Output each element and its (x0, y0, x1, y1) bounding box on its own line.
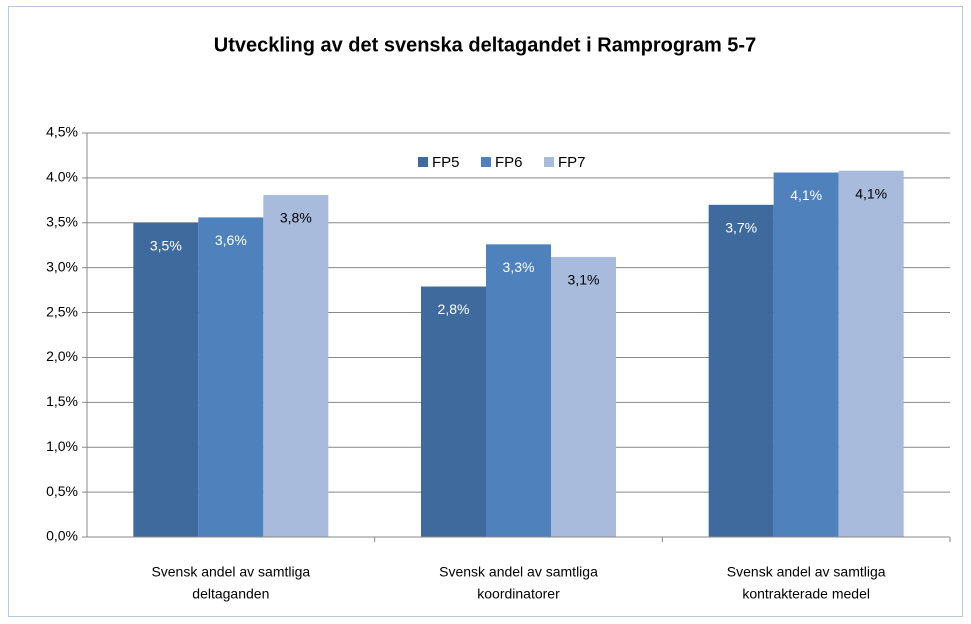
legend-label: FP6 (495, 154, 523, 171)
bar (773, 172, 839, 537)
y-tick-label: 1,0% (46, 438, 78, 454)
x-tick-label: Svensk andel av samtliga (151, 564, 310, 580)
y-tick-label: 2,0% (46, 348, 78, 364)
legend-label: FP7 (558, 154, 586, 171)
bar (486, 244, 551, 537)
y-tick-label: 0,0% (46, 528, 78, 544)
data-label: 3,5% (150, 237, 182, 253)
x-tick-label: kontrakterade medel (742, 586, 870, 602)
bar (708, 204, 774, 538)
y-tick-label: 1,5% (46, 393, 78, 409)
legend-label: FP5 (432, 154, 460, 171)
y-tick-label: 2,5% (46, 303, 78, 319)
y-tick-label: 4.0% (46, 169, 78, 185)
x-tick-label: koordinatorer (477, 586, 560, 602)
legend-swatch (418, 157, 428, 167)
y-tick-label: 4,5% (46, 124, 78, 140)
bar (198, 217, 264, 537)
y-tick-label: 3,0% (46, 258, 78, 274)
legend-swatch (481, 157, 491, 167)
data-label: 3,8% (280, 210, 312, 226)
data-label: 4,1% (855, 185, 887, 201)
bar (263, 194, 329, 538)
bar (838, 170, 904, 537)
data-label: 3,3% (503, 259, 535, 275)
bar (421, 286, 486, 537)
data-label: 3,1% (568, 272, 600, 288)
legend-swatch (544, 157, 554, 167)
data-label: 2,8% (438, 301, 470, 317)
bar (133, 222, 199, 537)
y-tick-label: 3,5% (46, 213, 78, 229)
data-label: 3,7% (725, 220, 757, 236)
bar (551, 256, 616, 537)
y-tick-label: 0,5% (46, 483, 78, 499)
x-tick-label: Svensk andel av samtliga (439, 564, 598, 580)
data-label: 3,6% (215, 232, 247, 248)
chart-title: Utveckling av det svenska deltagandet i … (214, 34, 756, 56)
data-label: 4,1% (790, 187, 822, 203)
x-tick-label: Svensk andel av samtliga (727, 564, 886, 580)
x-tick-label: deltaganden (192, 586, 269, 602)
